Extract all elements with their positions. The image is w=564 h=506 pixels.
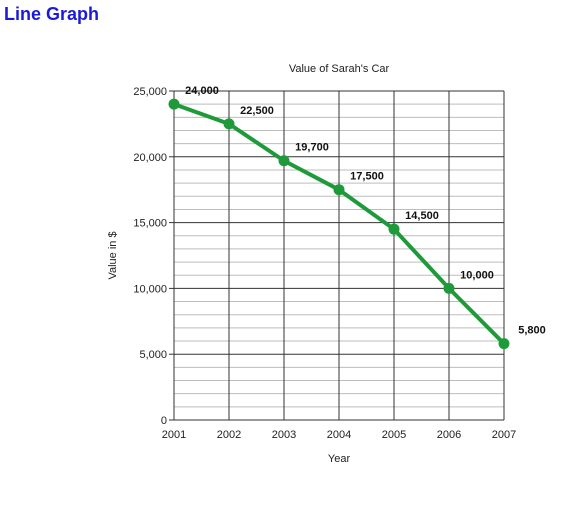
y-tick-label: 15,000 [133, 218, 167, 230]
x-tick-label: 2007 [492, 429, 516, 441]
data-point [498, 338, 510, 350]
y-tick-label: 25,000 [133, 86, 167, 98]
x-tick-label: 2003 [272, 429, 296, 441]
data-point [278, 155, 290, 167]
x-axis-label: Year [328, 453, 351, 465]
x-tick-label: 2002 [217, 429, 241, 441]
data-label-group: 24,000 22,500 19,700 17,500 14,500 10,000 5,80… [185, 85, 546, 337]
data-label: 14,500 [405, 210, 439, 222]
y-tick-label: 10,000 [133, 283, 167, 295]
y-axis-label: Value in $ [107, 231, 119, 279]
y-tick-label: 5,000 [139, 349, 167, 361]
axes [169, 90, 504, 421]
data-point [168, 98, 180, 110]
page-heading: Line Graph [4, 4, 100, 24]
x-tick-labels: 2001 2002 2003 2004 2005 2006 2007 [162, 429, 516, 441]
x-tick-label: 2001 [162, 429, 186, 441]
data-label: 10,000 [460, 269, 494, 281]
data-point [443, 282, 455, 294]
y-tick-label: 0 [161, 415, 167, 427]
series-group [168, 98, 510, 350]
chart-title: Value of Sarah's Car [289, 63, 390, 75]
data-label: 17,500 [350, 171, 384, 183]
data-label: 5,800 [518, 325, 546, 337]
data-point [388, 223, 400, 235]
y-tick-label: 20,000 [133, 152, 167, 164]
x-tick-label: 2005 [382, 429, 406, 441]
grid [173, 90, 505, 421]
data-point [333, 184, 345, 196]
x-tick-label: 2004 [327, 429, 351, 441]
y-tick-labels: 0 5,000 10,000 15,000 20,000 25,000 [133, 86, 167, 427]
data-label: 24,000 [185, 85, 219, 97]
data-label: 19,700 [295, 142, 329, 154]
data-point [223, 118, 235, 130]
x-tick-label: 2006 [437, 429, 461, 441]
data-label: 22,500 [240, 105, 274, 117]
